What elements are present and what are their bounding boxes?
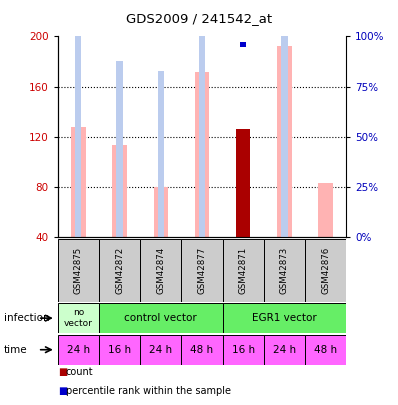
Text: GSM42874: GSM42874 xyxy=(156,247,165,294)
Text: GSM42877: GSM42877 xyxy=(197,247,207,294)
Text: count: count xyxy=(66,367,93,377)
Bar xyxy=(99,303,222,333)
Bar xyxy=(75,36,82,237)
Text: ■: ■ xyxy=(58,367,67,377)
Bar xyxy=(195,72,209,237)
Text: GSM42873: GSM42873 xyxy=(280,247,289,294)
Text: time: time xyxy=(4,345,27,355)
Text: ■: ■ xyxy=(58,386,67,396)
Bar xyxy=(58,303,99,333)
Bar xyxy=(264,239,305,302)
Text: infection: infection xyxy=(4,313,50,323)
Bar xyxy=(277,47,292,237)
Text: GDS2009 / 241542_at: GDS2009 / 241542_at xyxy=(126,12,272,25)
Bar xyxy=(240,42,246,47)
Text: GSM42871: GSM42871 xyxy=(239,247,248,294)
Text: 48 h: 48 h xyxy=(314,345,337,355)
Bar xyxy=(71,127,86,237)
Bar xyxy=(154,187,168,237)
Text: 24 h: 24 h xyxy=(149,345,172,355)
Bar xyxy=(140,239,181,302)
Text: 16 h: 16 h xyxy=(108,345,131,355)
Bar xyxy=(140,335,181,365)
Bar xyxy=(236,129,250,237)
Text: percentile rank within the sample: percentile rank within the sample xyxy=(66,386,231,396)
Bar xyxy=(181,239,222,302)
Text: EGR1 vector: EGR1 vector xyxy=(252,313,317,323)
Bar xyxy=(58,335,99,365)
Bar xyxy=(318,183,333,237)
Bar xyxy=(264,335,305,365)
Bar xyxy=(281,13,287,237)
Text: GSM42875: GSM42875 xyxy=(74,247,83,294)
Text: GSM42876: GSM42876 xyxy=(321,247,330,294)
Bar xyxy=(181,335,222,365)
Text: no
vector: no vector xyxy=(64,309,93,328)
Bar xyxy=(117,60,123,237)
Text: control vector: control vector xyxy=(125,313,197,323)
Bar xyxy=(158,70,164,237)
Bar xyxy=(99,335,140,365)
Bar xyxy=(305,239,346,302)
Text: 24 h: 24 h xyxy=(67,345,90,355)
Text: 48 h: 48 h xyxy=(190,345,214,355)
Bar xyxy=(222,303,346,333)
Bar xyxy=(99,239,140,302)
Bar xyxy=(222,335,264,365)
Bar xyxy=(222,239,264,302)
Bar xyxy=(112,145,127,237)
Bar xyxy=(199,22,205,237)
Text: 24 h: 24 h xyxy=(273,345,296,355)
Bar xyxy=(305,335,346,365)
Bar xyxy=(58,239,99,302)
Text: GSM42872: GSM42872 xyxy=(115,247,124,294)
Text: 16 h: 16 h xyxy=(232,345,255,355)
